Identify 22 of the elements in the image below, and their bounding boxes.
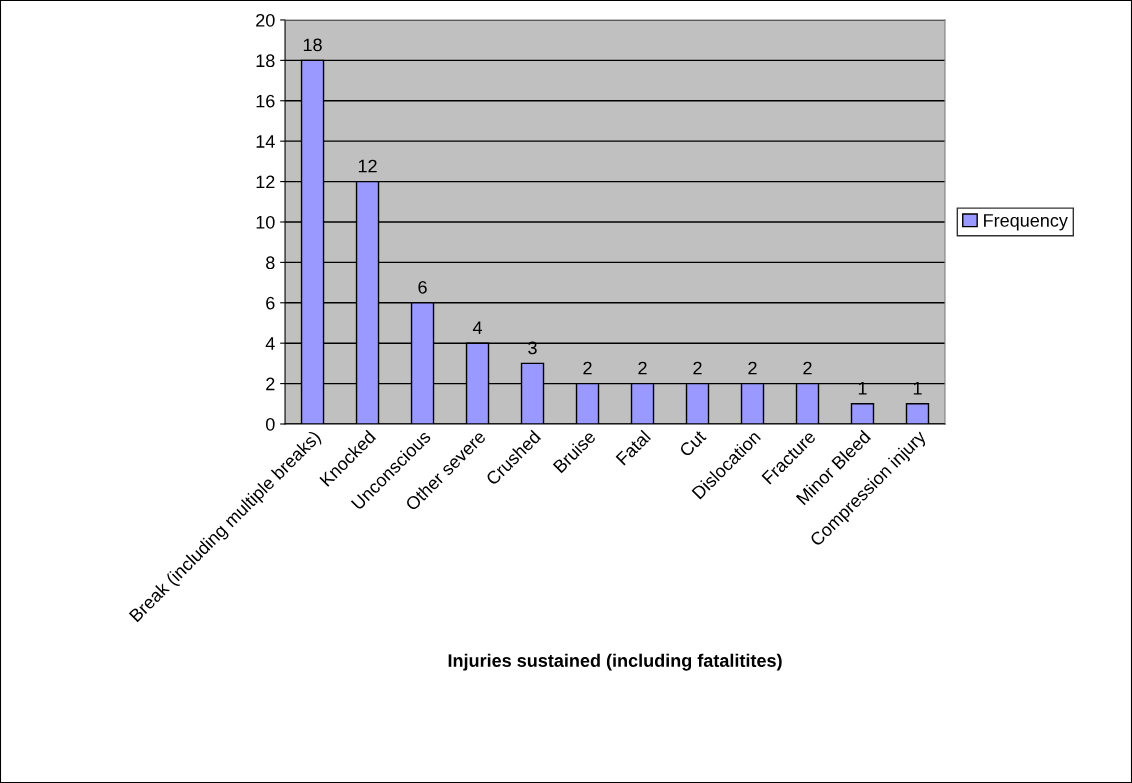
y-tick-label: 18 — [256, 54, 275, 68]
data-label: 18 — [303, 38, 322, 52]
x-axis-title: Injuries sustained (including fatalitites) — [448, 653, 782, 671]
y-tick-label: 14 — [256, 135, 275, 148]
y-tick-label: 0 — [265, 417, 275, 431]
y-tick-label: 20 — [256, 13, 275, 27]
y-tick-label: 8 — [266, 256, 275, 270]
data-label: 2 — [638, 361, 647, 375]
data-label: 2 — [693, 361, 702, 375]
y-tick-label: 12 — [256, 175, 275, 189]
data-label: 4 — [472, 321, 483, 334]
data-label: 2 — [583, 361, 592, 375]
data-label: 6 — [418, 280, 427, 294]
data-label: 2 — [803, 361, 812, 375]
legend-label: Frequency — [984, 214, 1068, 231]
y-tick-label: 2 — [266, 377, 275, 391]
y-tick-label: 10 — [256, 215, 275, 229]
y-tick-label: 4 — [265, 337, 275, 350]
data-label: 12 — [358, 159, 377, 173]
y-tick-label: 6 — [266, 296, 275, 310]
data-label: 2 — [748, 361, 757, 375]
y-tick-label: 16 — [256, 94, 275, 108]
